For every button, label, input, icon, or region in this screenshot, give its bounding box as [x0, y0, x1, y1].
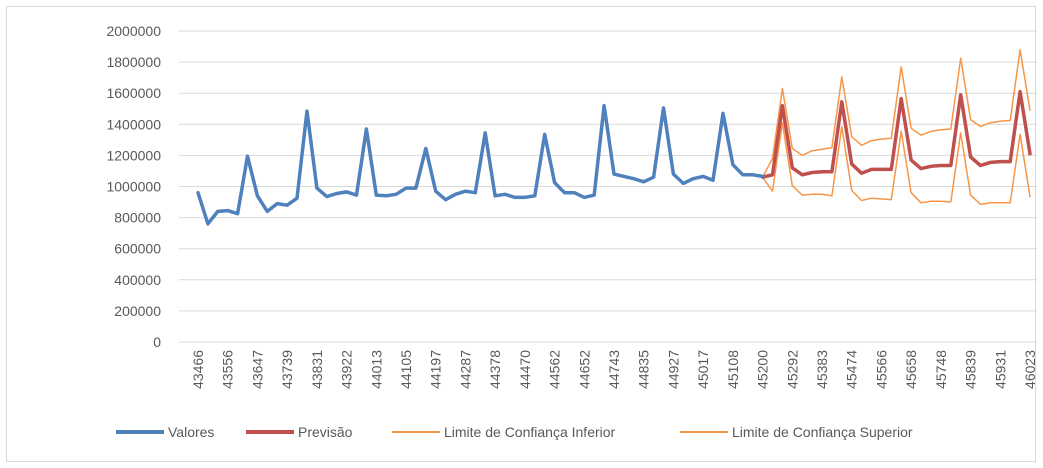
x-tick-label: 43466	[190, 350, 206, 389]
series-line-1	[760, 89, 1032, 179]
legend-swatch-superior	[680, 431, 728, 433]
y-tick-label: 1800000	[106, 54, 161, 70]
chart-frame	[6, 6, 1036, 462]
legend-swatch-inferior	[392, 431, 440, 433]
y-tick-label: 1200000	[106, 147, 161, 163]
legend-label-previsao: Previsão	[298, 424, 353, 440]
x-tick-label: 45108	[725, 350, 741, 389]
legend-item-inferior: Limite de Confiança Inferior	[392, 424, 615, 440]
x-axis-ticks: 43466 43556 43647 43739 43831 43922 44013 44105…	[190, 350, 1038, 389]
x-tick-label: 43922	[339, 350, 355, 389]
x-tick-label: 44562	[547, 350, 563, 389]
series-line-3	[761, 48, 1031, 178]
x-tick-label: 46023	[1022, 350, 1038, 389]
legend-label-inferior: Limite de Confiança Inferior	[444, 424, 616, 440]
legend-item-previsao: Previsão	[246, 424, 352, 440]
x-tick-label: 45839	[963, 350, 979, 389]
line-chart: 0 200000 400000 600000 800000 1000000 1200000 1…	[106, 23, 1038, 389]
x-tick-label: 44835	[636, 350, 652, 389]
x-tick-label: 44470	[517, 350, 533, 389]
x-tick-label: 44652	[576, 350, 592, 389]
x-tick-label: 44287	[457, 350, 473, 389]
x-tick-label: 44105	[398, 350, 414, 389]
gridlines	[179, 30, 1037, 343]
x-tick-label: 45658	[903, 350, 919, 389]
legend-swatch-previsao	[246, 430, 294, 434]
x-tick-label: 45748	[933, 350, 949, 389]
legend-label-valores: Valores	[168, 424, 215, 440]
x-tick-label: 45566	[873, 350, 889, 389]
x-tick-label: 43556	[220, 350, 236, 389]
x-tick-label: 43831	[309, 350, 325, 389]
series-lines	[196, 48, 1032, 226]
x-tick-label: 44197	[428, 350, 444, 389]
y-tick-label: 400000	[114, 272, 161, 288]
x-tick-label: 45292	[784, 350, 800, 389]
x-tick-label: 45383	[814, 350, 830, 389]
legend-swatch-valores	[116, 430, 164, 434]
y-tick-label: 2000000	[106, 23, 161, 39]
y-tick-label: 600000	[114, 241, 161, 257]
x-tick-label: 44378	[487, 350, 503, 389]
y-tick-label: 200000	[114, 303, 161, 319]
legend-item-valores: Valores	[116, 424, 214, 440]
y-tick-label: 1400000	[106, 116, 161, 132]
x-tick-label: 43647	[249, 350, 265, 389]
y-tick-label: 800000	[114, 210, 161, 226]
x-tick-label: 45474	[844, 350, 860, 389]
x-tick-label: 44013	[368, 350, 384, 389]
x-tick-label: 44743	[606, 350, 622, 389]
series-line-0	[196, 103, 765, 226]
x-tick-label: 45200	[755, 350, 771, 389]
x-tick-label: 43739	[279, 350, 295, 389]
y-axis-ticks: 0 200000 400000 600000 800000 1000000 1200000 1…	[106, 23, 161, 350]
y-tick-label: 0	[153, 334, 161, 350]
x-tick-label: 45931	[992, 350, 1008, 389]
y-tick-label: 1000000	[106, 179, 161, 195]
x-tick-label: 44927	[665, 350, 681, 389]
y-tick-label: 1600000	[106, 85, 161, 101]
series-line-2	[761, 121, 1031, 206]
x-tick-label: 45017	[695, 350, 711, 389]
legend-label-superior: Limite de Confiança Superior	[732, 424, 913, 440]
legend-item-superior: Limite de Confiança Superior	[680, 424, 913, 440]
